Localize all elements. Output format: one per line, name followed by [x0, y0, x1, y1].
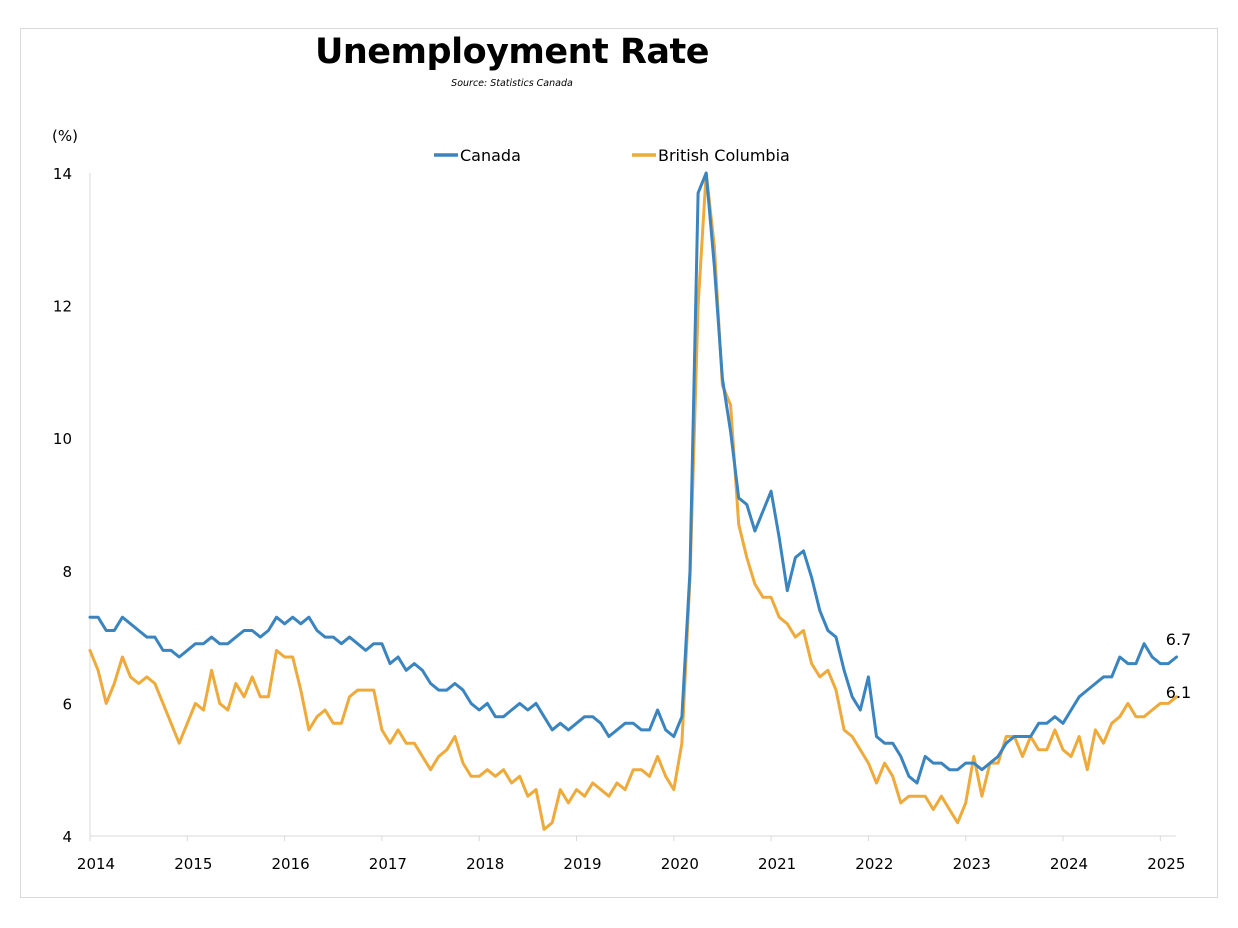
x-tick-label: 2014: [77, 855, 115, 873]
x-tick-label: 2021: [758, 855, 796, 873]
x-tick-label: 2015: [174, 855, 212, 873]
x-tick-label: 2025: [1147, 855, 1185, 873]
x-tick-label: 2023: [953, 855, 991, 873]
series-group: 6.1 6.7: [88, 171, 1191, 831]
y-tick-label: 6: [62, 695, 72, 713]
legend: Canada British Columbia: [434, 146, 790, 165]
axes: 4 6 8 10 12 14 2014 2015 2016 2017 2018 2019 2020 202…: [53, 165, 1185, 873]
chart-title: Unemployment Rate: [314, 32, 710, 72]
chart-source: Source: Statistics Canada: [451, 78, 573, 89]
y-tick-label: 10: [53, 430, 72, 448]
legend-label-british-columbia: British Columbia: [658, 146, 790, 165]
x-tick-label: 2018: [466, 855, 504, 873]
end-value-label-canada: 6.7: [1166, 630, 1191, 649]
y-tick-label: 14: [53, 165, 72, 183]
y-axis-unit-label: (%): [52, 127, 78, 145]
x-tick-label: 2020: [661, 855, 699, 873]
x-tick-label: 2019: [563, 855, 601, 873]
y-tick-label: 8: [62, 563, 72, 581]
x-tick-label: 2022: [855, 855, 893, 873]
legend-label-canada: Canada: [460, 146, 521, 165]
x-tick-label: 2024: [1050, 855, 1088, 873]
series-line-canada: [88, 171, 1178, 785]
series-line-british-columbia: [88, 171, 1178, 831]
x-tick-label: 2016: [272, 855, 310, 873]
x-tick-label: 2017: [369, 855, 407, 873]
y-tick-label: 4: [62, 828, 72, 846]
end-value-label-british-columbia: 6.1: [1166, 683, 1191, 702]
chart-frame: [20, 28, 1218, 898]
y-tick-label: 12: [53, 298, 72, 316]
